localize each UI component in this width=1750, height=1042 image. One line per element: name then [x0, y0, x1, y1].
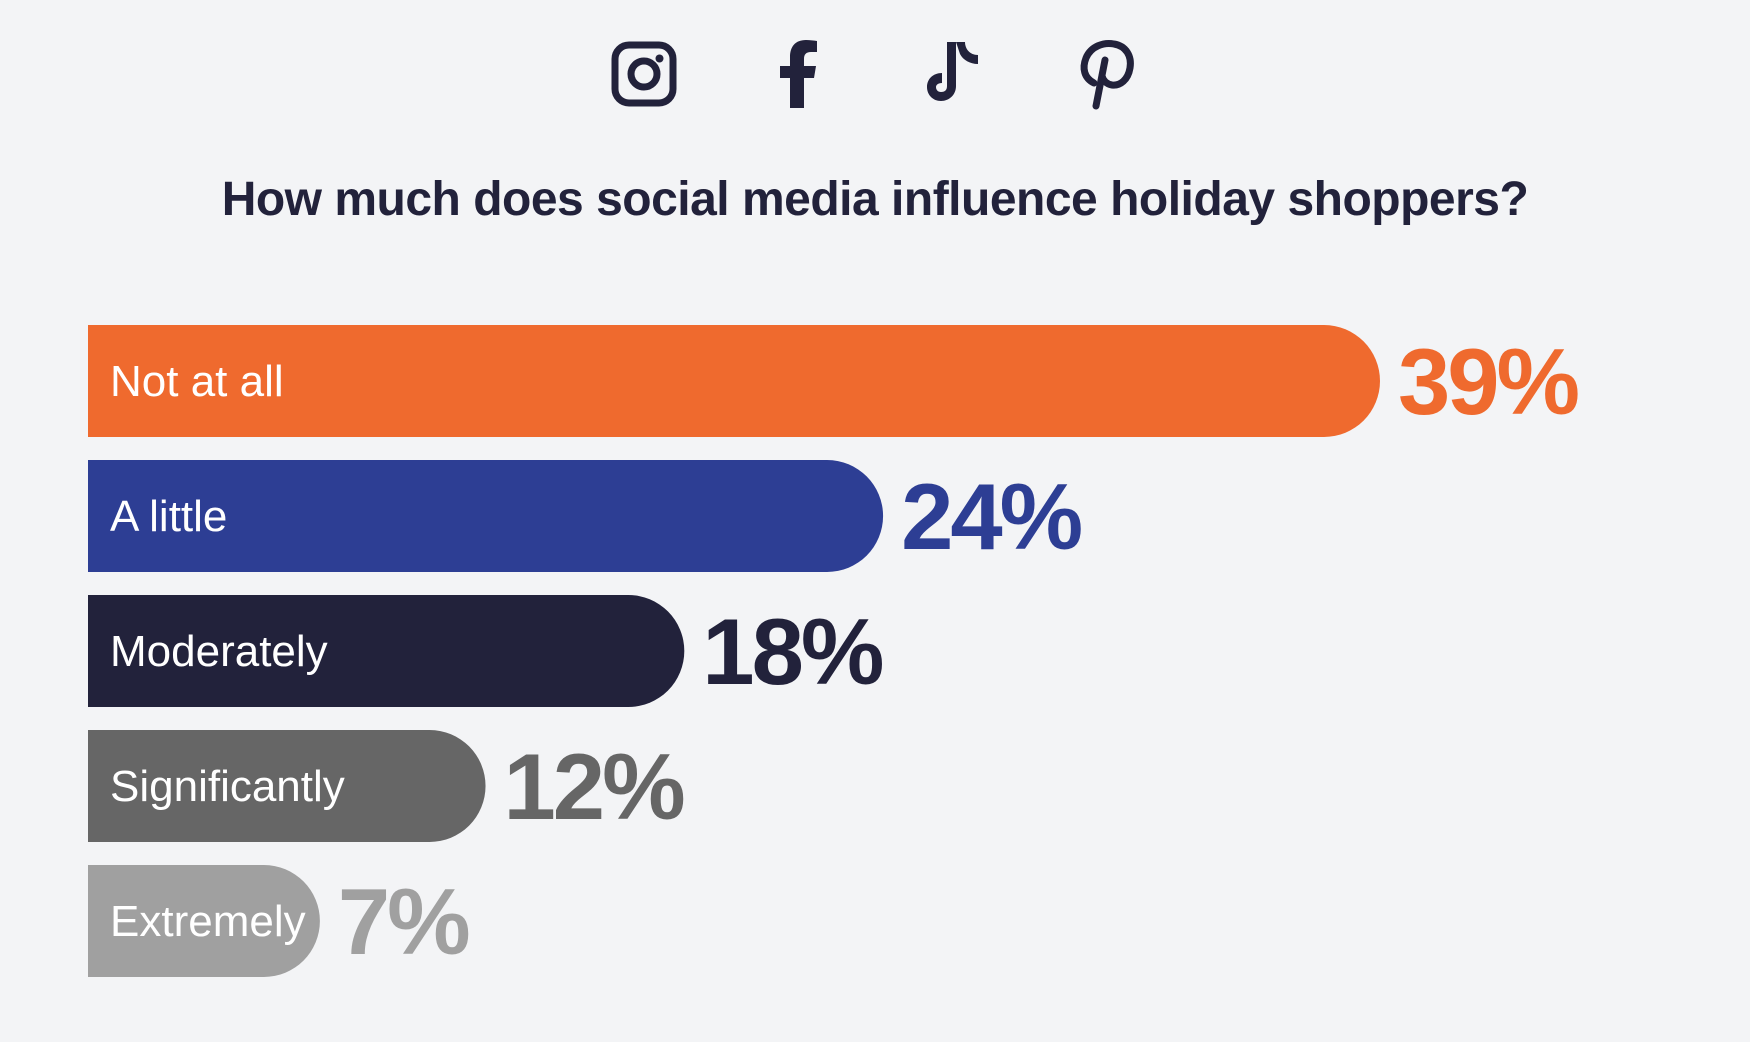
- value-label: 39%: [1398, 329, 1579, 434]
- bar-not-at-all: [88, 325, 1380, 437]
- category-label: Moderately: [110, 627, 328, 676]
- bar-extremely: [88, 865, 320, 977]
- chart-title: How much does social media influence hol…: [221, 173, 1529, 226]
- value-label: 7%: [338, 869, 469, 974]
- pinterest-icon: [1080, 40, 1134, 110]
- tiktok-icon: [927, 42, 978, 101]
- value-label: 24%: [901, 464, 1082, 569]
- category-label: Not at all: [110, 357, 284, 406]
- category-label: A little: [110, 492, 227, 541]
- category-label: Extremely: [110, 897, 306, 946]
- bar-significantly: [88, 730, 486, 842]
- value-label: 12%: [504, 734, 685, 839]
- category-label: Significantly: [110, 762, 345, 811]
- value-label: 18%: [702, 599, 883, 704]
- social-icons-row: [0, 38, 1750, 110]
- bar-moderately: [88, 595, 685, 707]
- bar-a-little: [88, 460, 884, 572]
- facebook-icon: [780, 40, 817, 108]
- instagram-icon: [611, 41, 677, 107]
